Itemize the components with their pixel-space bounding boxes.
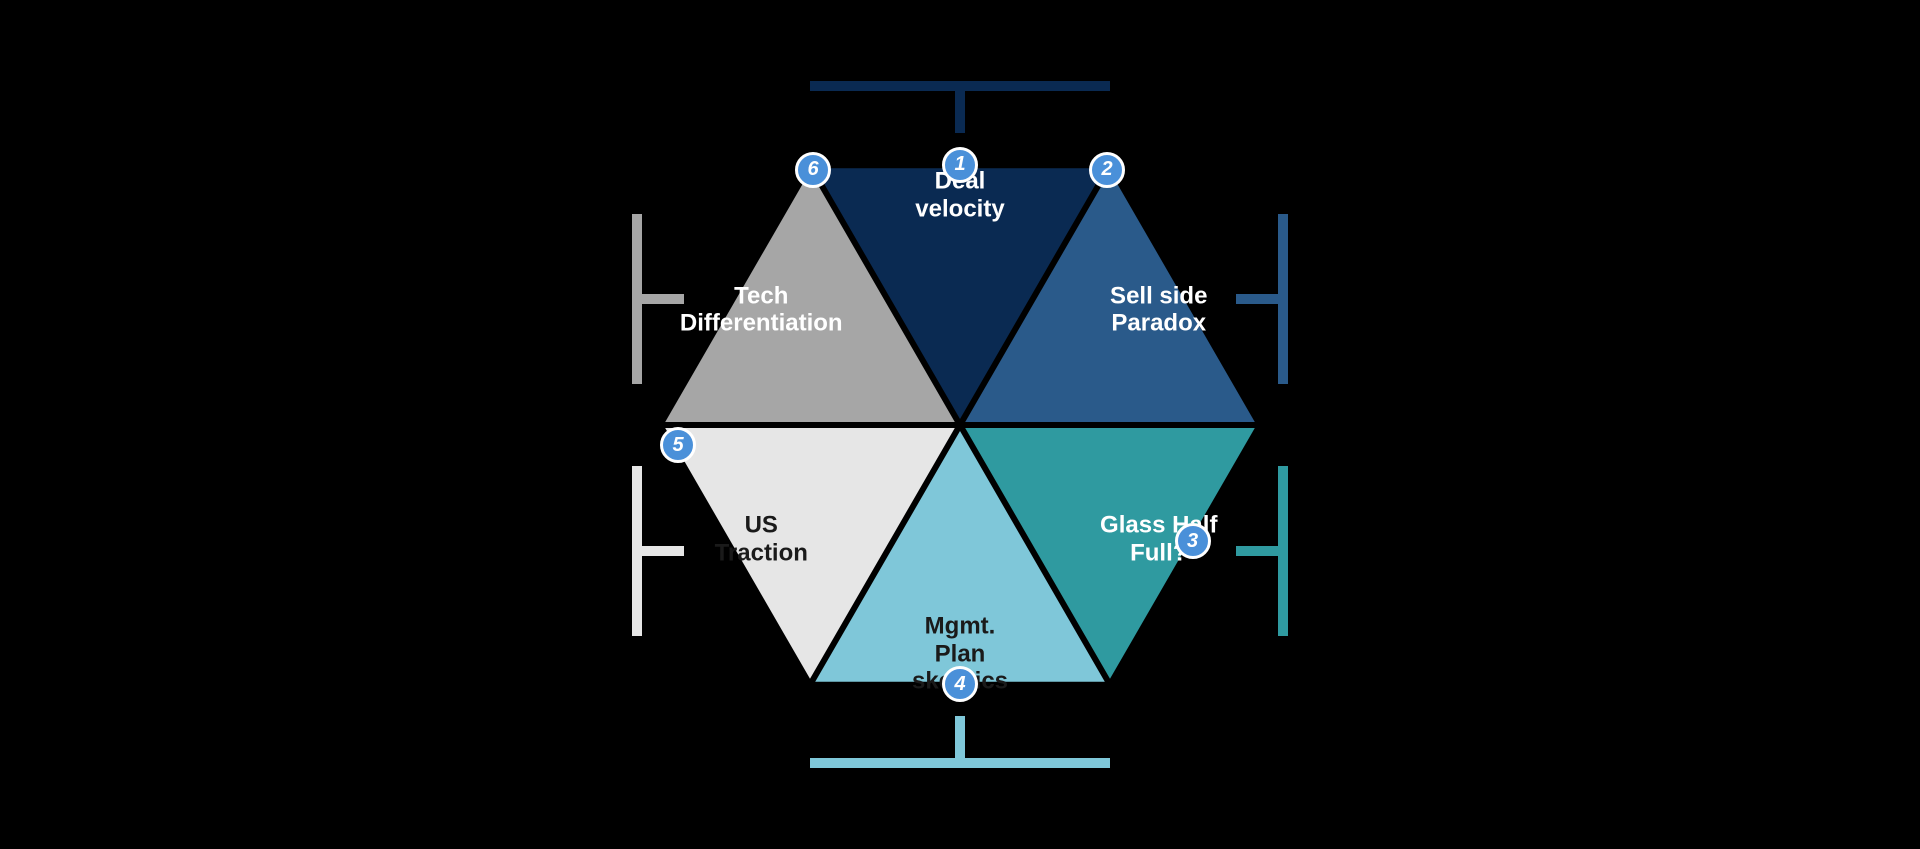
segment-badge-1: 1 <box>942 147 978 183</box>
badge-number: 4 <box>954 673 965 696</box>
segment-badge-4: 4 <box>942 666 978 702</box>
segment-badge-2: 2 <box>1089 152 1125 188</box>
segment-badge-3: 3 <box>1175 523 1211 559</box>
badge-number: 3 <box>1187 530 1198 553</box>
hex-wheel <box>640 105 1280 745</box>
badge-number: 1 <box>954 153 965 176</box>
diagram-stage: { "diagram": { "type": "hex-triangle-whe… <box>0 0 1920 849</box>
badge-number: 5 <box>672 434 683 457</box>
badge-number: 6 <box>807 158 818 181</box>
segment-badge-6: 6 <box>795 152 831 188</box>
badge-number: 2 <box>1101 158 1112 181</box>
segment-badge-5: 5 <box>660 427 696 463</box>
